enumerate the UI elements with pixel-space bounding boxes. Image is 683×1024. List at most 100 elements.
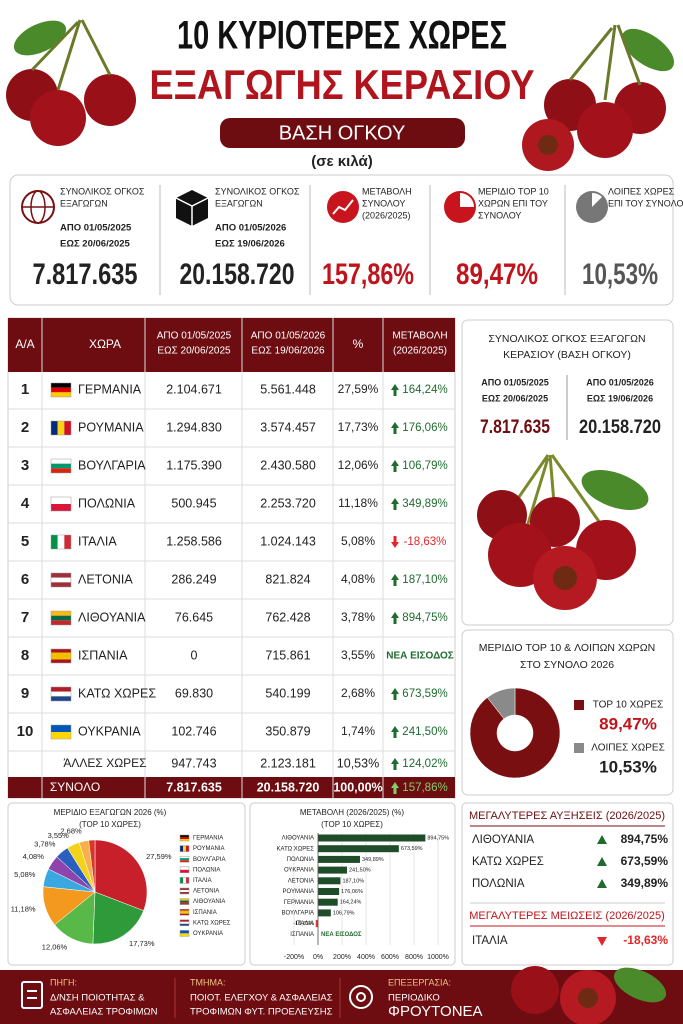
flag-stripe [180, 902, 189, 905]
bar-value-label: 894,75% [427, 835, 449, 841]
pie-label: 17,73% [129, 939, 155, 948]
kpi-value: 10,53% [582, 258, 658, 291]
bar-category: ΛΕΤΟΝΙΑ [288, 878, 314, 884]
share-title: ΜΕΡΙΔΙΟ TOP 10 & ΛΟΙΠΩΝ ΧΩΡΩΝ [479, 642, 655, 654]
flag-border [179, 919, 190, 927]
cell-change: ΝΕΑ ΕΙΣΟΔΟΣ [386, 651, 454, 662]
flag-stripe [51, 577, 71, 583]
legend-label: ΠΟΛΩΝΙΑ [193, 867, 220, 873]
legend-label: ΛΙΘΟΥΑΝΙΑ [193, 899, 225, 905]
summary-title: ΣΥΝΟΛΙΚΟΣ ΟΓΚΟΣ ΕΞΑΓΩΓΩΝ [488, 333, 645, 345]
cell-volume: 762.428 [265, 610, 310, 624]
cell-volume: 500.945 [171, 496, 216, 510]
pie-label: 27,59% [146, 852, 172, 861]
flag-stripe [51, 615, 71, 621]
flag-stripe [183, 845, 186, 852]
bar-category: ΡΟΥΜΑΝΙΑ [283, 889, 314, 895]
flag-stripe [180, 839, 189, 841]
flag-border [50, 382, 72, 398]
summary-period: ΑΠΟ 01/05/2026 [586, 377, 654, 387]
flag-border [50, 686, 72, 702]
cell-country: ΚΑΤΩ ΧΩΡΕΣ [78, 686, 156, 700]
footer-label: ΠΗΓΗ: [50, 977, 77, 987]
column-header: Α/Α [15, 337, 34, 351]
flag-stripe [180, 892, 189, 894]
cell-country: ΠΟΛΩΝΙΑ [78, 496, 136, 510]
x-tick-label: 200% [333, 954, 351, 961]
trend-triangle [597, 835, 607, 844]
pie-slice [469, 687, 561, 779]
cell-share: 27,59% [338, 382, 379, 396]
kpi-value: 157,86% [322, 258, 414, 291]
cell-volume: 3.574.457 [260, 420, 316, 434]
legend-label: ΟΥΚΡΑΝΙΑ [193, 931, 223, 937]
flag-stripe [180, 900, 189, 903]
flag-stripe [180, 837, 189, 839]
decrease-country: ΙΤΑΛΙΑ [472, 935, 508, 947]
kpi-label: (2026/2025) [362, 210, 411, 220]
cell-volume: 540.199 [265, 686, 310, 700]
column-header: ΧΩΡΑ [89, 337, 121, 351]
pie-label: 2,68% [60, 826, 82, 835]
pie-slice [88, 839, 96, 893]
flag-border [50, 724, 72, 740]
footer-text: ΑΣΦΑΛΕΙΑΣ ΤΡΟΦΙΜΩΝ [50, 1007, 158, 1018]
bar-box [249, 802, 456, 966]
flag-stripe [180, 930, 189, 934]
cell-country: ΛΙΘΟΥΑΝΙΑ [78, 610, 146, 624]
bar [318, 888, 340, 895]
legend-label: ΡΟΥΜΑΝΙΑ [193, 846, 224, 852]
footer-label: ΕΠΕΞΕΡΓΑΣΙΑ: [388, 977, 451, 987]
flag-stripe [180, 909, 189, 911]
bar-category: ΛΙΘΟΥΑΝΙΑ [282, 836, 314, 842]
bar [318, 909, 331, 917]
flag-stripe [180, 866, 189, 870]
flag-border [50, 572, 72, 588]
flag-border [179, 930, 190, 937]
pie-label: 5,08% [14, 870, 36, 879]
cell-total: 20.158.720 [257, 780, 320, 794]
cell-total: 7.817.635 [166, 780, 222, 794]
cell-share: 3,78% [341, 610, 375, 624]
bar-value-label: -18,63% [293, 921, 314, 927]
x-tick-label: 0% [313, 954, 323, 961]
flag-stripe [180, 890, 189, 892]
bar-value-label: 106,79% [333, 910, 355, 916]
basis-badge [220, 118, 465, 148]
trend-arrow [391, 574, 399, 586]
flag-stripe [51, 652, 71, 656]
summary-period: ΑΠΟ 01/05/2025 [481, 377, 549, 387]
flag-stripe [180, 835, 189, 837]
trend-arrow [391, 612, 399, 624]
flag-stripe [51, 535, 58, 549]
bar [318, 866, 347, 874]
cell-volume: 2.104.671 [166, 382, 222, 396]
cell-volume: 2.253.720 [260, 496, 316, 510]
kpi-label: ΜΕΡΙΔΙΟ TOP 10 [478, 186, 549, 196]
flag-stripe [51, 582, 71, 587]
column-header: ΕΩΣ 19/06/2026 [251, 346, 325, 357]
bar-value-label: 241,50% [349, 868, 371, 874]
bar-category: ΠΟΛΩΝΙΑ [287, 857, 314, 863]
flag-stripe [51, 573, 71, 578]
flag-stripe [183, 877, 186, 884]
increase-value: 894,75% [621, 832, 669, 846]
legend-label: ΓΕΡΜΑΝΙΑ [193, 836, 223, 842]
increase-country: ΛΙΘΟΥΑΝΙΑ [472, 834, 534, 846]
flag-stripe [180, 888, 189, 890]
flag-border [179, 845, 190, 852]
kpi-label: ΛΟΙΠΕΣ ΧΩΡΕΣ [608, 186, 675, 196]
summary-cherries [477, 454, 649, 610]
x-tick-label: 400% [357, 954, 375, 961]
flag-stripe [51, 691, 71, 697]
flag-stripe [51, 383, 71, 388]
cell-volume: 947.743 [171, 756, 216, 770]
cell-total: ΣΥΝΟΛΟ [50, 780, 100, 794]
cell-rank: 5 [21, 533, 29, 550]
flag-border [179, 834, 190, 842]
pie-label: 4,08% [23, 852, 45, 861]
cell-rank: 3 [21, 457, 29, 474]
cell-share: 3,55% [341, 648, 375, 662]
flag-border [50, 534, 72, 550]
